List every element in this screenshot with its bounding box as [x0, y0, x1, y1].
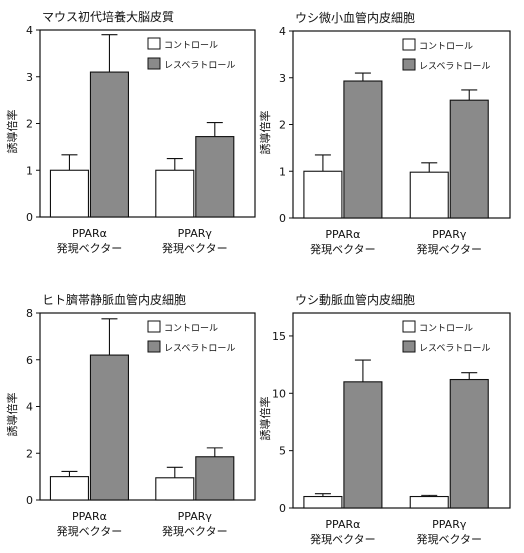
legend-entry: コントロール — [164, 41, 218, 51]
category-label: PPARγ — [178, 227, 213, 240]
y-tick-label: 2 — [26, 118, 33, 131]
legend-swatch — [147, 340, 161, 353]
y-tick-label: 1 — [26, 164, 33, 177]
category-sublabel: 発現ベクター — [416, 532, 482, 546]
category-sublabel: 発現ベクター — [416, 242, 482, 256]
y-tick-label: 1 — [279, 165, 286, 178]
category-label: PPARα — [72, 227, 107, 240]
y-axis-label: 誘導倍率 — [258, 397, 272, 441]
legend-swatch — [147, 320, 161, 333]
category-label: PPARγ — [432, 518, 467, 531]
y-tick-label: 5 — [279, 445, 286, 458]
y-tick-label: 0 — [279, 212, 286, 225]
category-label: PPARα — [325, 228, 360, 241]
bar-control — [155, 477, 195, 501]
legend-entry: コントロール — [164, 324, 218, 334]
y-tick-label: 4 — [26, 24, 33, 37]
chart-panel-4: ウシ動脈血管内皮細胞051015誘導倍率PPARα発現ベクターPPARγ発現ベク… — [258, 292, 511, 546]
category-label: PPARγ — [432, 228, 467, 241]
y-tick-label: 10 — [272, 387, 286, 400]
legend-swatch — [147, 57, 161, 70]
legend-swatch — [402, 38, 416, 51]
bar-resveratrol — [449, 99, 489, 219]
category-sublabel: 発現ベクター — [57, 524, 123, 538]
y-tick-label: 3 — [279, 72, 286, 85]
y-tick-label: 6 — [26, 354, 33, 367]
category-sublabel: 発現ベクター — [310, 532, 376, 546]
y-tick-label: 4 — [279, 25, 286, 38]
y-tick-label: 0 — [26, 494, 33, 507]
y-axis-label: 誘導倍率 — [258, 111, 272, 155]
bar-control — [303, 495, 343, 509]
y-tick-label: 8 — [26, 307, 33, 320]
chart-panel-2: ウシ微小血管内皮細胞01234誘導倍率PPARα発現ベクターPPARγ発現ベクタ… — [258, 10, 511, 256]
y-tick-label: 0 — [279, 502, 286, 515]
plot-frame — [292, 312, 511, 509]
bar-resveratrol — [89, 71, 129, 218]
chart-panel-3: ヒト臍帯静脈血管内皮細胞02468誘導倍率PPARα発現ベクターPPARγ発現ベ… — [5, 292, 256, 538]
legend-swatch — [402, 340, 416, 353]
category-sublabel: 発現ベクター — [310, 242, 376, 256]
bar-control — [409, 171, 449, 219]
y-tick-label: 15 — [272, 330, 286, 343]
legend-entry: レスベラトロール — [419, 343, 490, 354]
legend-swatch — [147, 37, 161, 50]
category-sublabel: 発現ベクター — [57, 241, 123, 255]
category-label: PPARα — [325, 518, 360, 531]
chart-title: ウシ微小血管内皮細胞 — [295, 10, 415, 25]
bar-resveratrol — [195, 136, 235, 218]
legend-swatch — [402, 320, 416, 333]
chart-panel-1: マウス初代培養大脳皮質01234誘導倍率PPARα発現ベクターPPARγ発現ベク… — [5, 9, 256, 255]
legend-entry: コントロール — [419, 324, 473, 334]
y-tick-label: 3 — [26, 71, 33, 84]
bar-resveratrol — [89, 354, 129, 501]
bar-resveratrol — [449, 378, 489, 509]
bar-resveratrol — [343, 80, 383, 219]
y-tick-label: 2 — [279, 119, 286, 132]
bar-control — [409, 495, 449, 509]
bar-control — [49, 476, 90, 501]
y-tick-label: 2 — [26, 447, 33, 460]
category-sublabel: 発現ベクター — [162, 524, 228, 538]
legend-entry: レスベラトロール — [164, 343, 235, 354]
bar-control — [155, 169, 195, 218]
legend-entry: レスベラトロール — [164, 60, 235, 71]
bar-control — [303, 170, 343, 219]
y-axis-label: 誘導倍率 — [5, 110, 19, 154]
legend-swatch — [402, 58, 416, 71]
bar-control — [49, 169, 90, 218]
category-label: PPARγ — [178, 510, 213, 523]
y-tick-label: 0 — [26, 211, 33, 224]
y-tick-label: 4 — [26, 401, 33, 414]
legend-entry: コントロール — [419, 42, 473, 52]
category-label: PPARα — [72, 510, 107, 523]
bar-resveratrol — [195, 456, 235, 501]
legend-entry: レスベラトロール — [419, 61, 490, 72]
chart-title: マウス初代培養大脳皮質 — [42, 9, 174, 24]
bar-resveratrol — [343, 381, 383, 509]
chart-title: ウシ動脈血管内皮細胞 — [295, 292, 415, 307]
chart-title: ヒト臍帯静脈血管内皮細胞 — [42, 292, 186, 307]
y-axis-label: 誘導倍率 — [5, 393, 19, 437]
category-sublabel: 発現ベクター — [162, 241, 228, 255]
